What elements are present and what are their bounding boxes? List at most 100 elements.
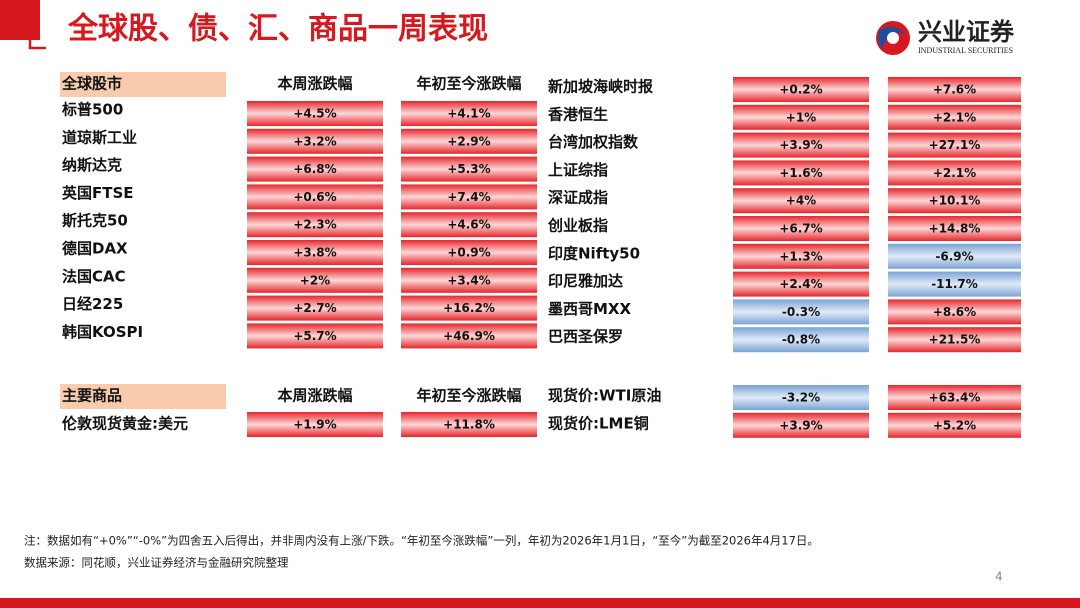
- value-cell: [888, 160, 1021, 186]
- value-cell: [401, 295, 537, 321]
- value-text: +6.8%: [293, 162, 336, 176]
- value-text: +3.9%: [779, 138, 822, 152]
- footer-bar: [0, 598, 1080, 608]
- corner-block: [0, 0, 40, 40]
- value-text: +4.5%: [293, 107, 336, 121]
- row-label: 英国FTSE: [62, 184, 134, 202]
- value-text: +7.4%: [447, 190, 490, 204]
- value-text: -11.7%: [931, 277, 978, 291]
- value-text: +2.4%: [779, 277, 822, 291]
- row-label: 标普500: [61, 101, 123, 119]
- value-text: +3.2%: [293, 134, 336, 148]
- value-cell: [401, 101, 537, 126]
- value-text: +1.6%: [779, 166, 822, 180]
- row-label: 韩国KOSPI: [62, 323, 143, 341]
- value-text: +7.6%: [933, 83, 976, 97]
- value-cell: [247, 101, 383, 126]
- value-cell: [888, 243, 1021, 269]
- value-cell: [888, 188, 1021, 214]
- value-cell: [888, 77, 1021, 102]
- value-text: +5.2%: [933, 418, 976, 432]
- row-label: 现货价:WTI原油: [548, 387, 661, 405]
- value-text: +11.8%: [443, 418, 495, 432]
- value-cell: [733, 271, 869, 297]
- value-text: +1%: [786, 110, 816, 124]
- title: 全球股、债、汇、商品一周表现: [67, 12, 488, 47]
- value-cell: [733, 243, 869, 269]
- value-cell: [401, 267, 537, 293]
- value-text: +3.9%: [779, 418, 822, 432]
- value-text: +21.5%: [929, 333, 981, 347]
- value-cell: [247, 128, 383, 154]
- value-cell: [401, 156, 537, 182]
- col-header: 年初至今涨跌幅: [416, 387, 521, 405]
- value-cell: [401, 212, 537, 238]
- value-text: +46.9%: [443, 329, 495, 343]
- row-label: 德国DAX: [62, 240, 128, 258]
- value-cell: [401, 240, 537, 265]
- value-text: +0.2%: [779, 83, 822, 97]
- value-text: +4%: [786, 194, 816, 208]
- value-cell: [733, 104, 869, 130]
- logo: 兴业证券 INDUSTRIAL SECURITIES: [876, 18, 1015, 55]
- value-text: +1.3%: [779, 249, 822, 263]
- row-label: 伦敦现货黄金:美元: [62, 415, 188, 433]
- value-text: +2%: [300, 273, 330, 287]
- note: 注：数据如有“+0%”“-0%”为四舍五入后得出，并非周内没有上涨/下跌。“年初…: [24, 534, 819, 548]
- row-label: 香港恒生: [548, 105, 608, 123]
- logo-subtext: INDUSTRIAL SECURITIES: [918, 46, 1013, 55]
- value-text: +14.8%: [929, 222, 981, 236]
- row-label: 现货价:LME铜: [548, 414, 649, 432]
- value-text: +3.8%: [293, 246, 336, 260]
- value-cell: [733, 132, 869, 158]
- page-number: 4: [995, 570, 1003, 584]
- source: 数据来源：同花顺，兴业证券经济与金融研究院整理: [24, 556, 289, 570]
- logo-swirl: [877, 26, 906, 50]
- value-text: +10.1%: [929, 194, 981, 208]
- value-text: +5.3%: [447, 162, 490, 176]
- logo-text: 兴业证券: [918, 18, 1015, 46]
- value-cell: [888, 299, 1021, 325]
- value-cell: [888, 412, 1021, 438]
- value-cell: [733, 160, 869, 186]
- row-label: 纳斯达克: [62, 156, 122, 174]
- row-label: 法国CAC: [62, 267, 126, 285]
- value-text: +2.1%: [933, 166, 976, 180]
- value-text: +16.2%: [443, 301, 495, 315]
- value-cell: [733, 299, 869, 325]
- row-label: 墨西哥MXX: [548, 300, 631, 318]
- value-cell: [733, 188, 869, 214]
- value-text: -0.8%: [782, 333, 820, 347]
- row-label: 巴西圣保罗: [548, 328, 623, 346]
- row-label: 深证成指: [548, 189, 608, 207]
- value-text: +8.6%: [933, 305, 976, 319]
- header-label: 主要商品: [62, 387, 122, 405]
- value-text: +2.9%: [447, 134, 490, 148]
- header-bg: [60, 384, 226, 409]
- row-label: 上证综指: [548, 161, 608, 179]
- value-text: -0.3%: [782, 305, 820, 319]
- row-label: 斯托克50: [62, 212, 128, 230]
- value-text: +2.7%: [293, 301, 336, 315]
- value-cell: [401, 184, 537, 210]
- value-cell: [247, 240, 383, 265]
- value-text: +63.4%: [929, 391, 981, 405]
- value-text: +3.4%: [447, 273, 490, 287]
- value-text: +4.6%: [447, 218, 490, 232]
- value-cell: [888, 216, 1021, 241]
- value-cell: [733, 412, 869, 438]
- value-text: +0.9%: [447, 246, 490, 260]
- value-text: +27.1%: [929, 138, 981, 152]
- row-label: 日经225: [62, 295, 123, 313]
- value-text: +6.7%: [779, 222, 822, 236]
- value-text: +4.1%: [447, 107, 490, 121]
- header-bg: [60, 72, 226, 97]
- header-label: 全球股市: [61, 75, 122, 93]
- value-cell: [888, 104, 1021, 130]
- value-text: +1.9%: [293, 418, 336, 432]
- value-cell: [733, 77, 869, 102]
- corner-bracket: [28, 32, 46, 50]
- col-header: 本周涨跌幅: [277, 75, 352, 93]
- value-cell: [888, 132, 1021, 158]
